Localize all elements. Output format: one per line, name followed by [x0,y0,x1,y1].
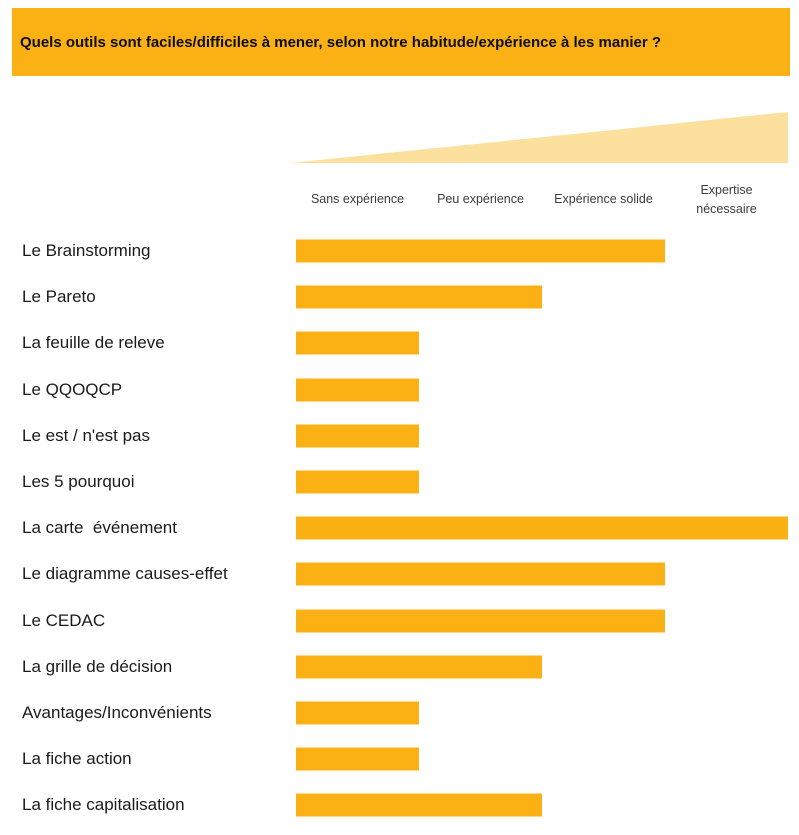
tool-label: Le est / n'est pas [22,425,150,445]
table-row: La fiche capitalisation [0,782,799,828]
tool-label: Les 5 pourquoi [22,472,135,492]
tool-label: La fiche action [22,749,132,769]
title-banner: Quels outils sont faciles/difficiles à m… [12,8,790,76]
tool-label: Le Pareto [22,287,96,307]
table-row: Le Brainstorming [0,228,799,274]
table-row: La fiche action [0,736,799,782]
table-row: Le est / n'est pas [0,413,799,459]
scale-label-sans-experience: Sans expérience [310,192,405,207]
table-row: Les 5 pourquoi [0,459,799,505]
scale-label-peu-experience: Peu expérience [437,192,524,207]
experience-bar [296,609,665,633]
tool-label: Le CEDAC [22,610,106,630]
difficulty-wedge-triangle [290,112,788,163]
table-row: La feuille de releve [0,320,799,366]
tool-label: La carte événement [22,518,177,538]
page-title: Quels outils sont faciles/difficiles à m… [20,33,662,51]
experience-bar [296,516,788,540]
table-row: Le diagramme causes-effet [0,551,799,597]
bar-chart-rows: Le Brainstorming Le Pareto La feuille de… [0,228,799,828]
tool-label: Le QQOQCP [22,379,123,399]
experience-bar [296,470,419,494]
tool-label: La feuille de releve [22,333,165,353]
tool-label: La grille de décision [22,656,173,676]
scale-label-expertise-necessaire: Expertise nécessaire [696,182,757,216]
experience-bar [296,701,419,725]
experience-bar [296,239,665,263]
tool-label: Le Brainstorming [22,241,151,261]
experience-bar [296,747,419,771]
table-row: Le Pareto [0,274,799,320]
experience-bar [296,655,542,679]
experience-bar [296,793,542,817]
scale-label-experience-solide: Expérience solide [554,192,653,207]
table-row: Avantages/Inconvénients [0,690,799,736]
table-row: La grille de décision [0,644,799,690]
tool-label: La fiche capitalisation [22,795,185,815]
experience-scale-header: Sans expérience Peu expérience Expérienc… [296,176,788,224]
table-row: Le QQOQCP [0,367,799,413]
experience-bar [296,378,419,402]
tool-label: Avantages/Inconvénients [22,702,212,722]
experience-bar [296,562,665,586]
tool-label: Le diagramme causes-effet [22,564,228,584]
experience-bar [296,285,542,309]
experience-bar [296,331,419,355]
table-row: La carte événement [0,505,799,551]
table-row: Le CEDAC [0,598,799,644]
experience-bar [296,424,419,448]
